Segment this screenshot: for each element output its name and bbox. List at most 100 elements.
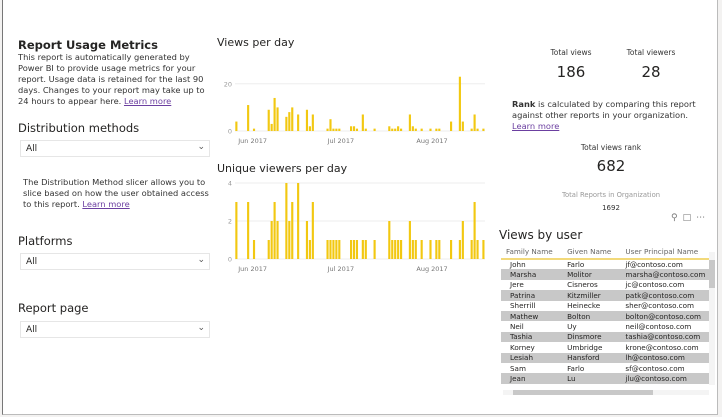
y-tick-label: 4: [228, 180, 232, 188]
bar: [420, 240, 423, 259]
report-page-label: Report page: [18, 301, 89, 315]
table-cell: Neil: [510, 322, 524, 332]
bar: [270, 123, 273, 131]
x-tick-label: Jun 2017: [237, 265, 267, 273]
x-tick-label: Jul 2017: [327, 137, 354, 145]
total-views-label: Total views: [550, 48, 592, 57]
bar: [361, 240, 364, 259]
bar: [458, 76, 461, 131]
table-cell: Farlo: [567, 260, 585, 270]
learn-more-link[interactable]: Learn more: [123, 96, 172, 106]
table-row[interactable]: Mathew Bolton bolton@contoso.com: [501, 310, 709, 322]
table-row[interactable]: Tashia Dinsmore tashia@contoso.com: [501, 331, 709, 343]
table-row[interactable]: Jere Cisneros jc@contoso.com: [501, 280, 709, 290]
bar: [414, 240, 417, 259]
bar: [458, 240, 461, 259]
viewers-chart-title: Unique viewers per day: [217, 162, 348, 175]
views-per-day-chart: 0 20 Jun 2017 Jul 2017 Aug 2017: [224, 76, 485, 145]
bar: [394, 128, 397, 131]
bar: [429, 128, 432, 131]
table-cell: Uy: [567, 322, 577, 332]
bar: [397, 240, 400, 259]
chevron-down-icon: ⌄: [197, 323, 205, 333]
bar: [297, 183, 300, 259]
column-header[interactable]: Family Name: [501, 245, 563, 260]
table-cell: Dinsmore: [562, 331, 621, 343]
bar: [311, 202, 314, 259]
table-row[interactable]: Marsha Molitor marsha@contoso.com: [501, 269, 709, 280]
bar: [291, 202, 294, 259]
bar: [308, 126, 311, 131]
column-header[interactable]: User Principal Name: [620, 245, 709, 260]
report-page-dropdown[interactable]: All ⌄: [20, 321, 210, 338]
table-row[interactable]: Patrina Kitzmiller patk@contoso.com: [501, 290, 709, 301]
table-row[interactable]: Neil Uy neil@contoso.com: [501, 321, 709, 331]
bar: [285, 183, 288, 259]
bar: [329, 240, 332, 259]
bar: [361, 114, 364, 131]
chevron-down-icon: ⌄: [197, 142, 205, 152]
bar: [435, 128, 438, 131]
table-cell: Mathew: [501, 310, 563, 322]
more-options-icon[interactable]: ⋯: [696, 213, 711, 223]
table-cell: Jean: [501, 373, 563, 384]
y-tick-label: 0: [228, 128, 232, 136]
bar: [235, 121, 238, 131]
total-views-value: 186: [556, 63, 586, 81]
table-cell: Lu: [562, 373, 621, 384]
table-row[interactable]: Korney Umbridge krone@contoso.com: [501, 342, 709, 352]
table-cell: sher@contoso.com: [625, 301, 695, 311]
bar: [473, 202, 476, 259]
bar: [461, 121, 464, 131]
bar: [414, 128, 417, 131]
table-cell: Hansford: [562, 352, 621, 363]
bar: [388, 221, 391, 259]
bar: [332, 128, 335, 131]
bar: [461, 221, 464, 259]
bar: [435, 240, 438, 259]
table-row[interactable]: Jean Lu jlu@contoso.com: [501, 373, 709, 384]
report-description: This report is automatically generated b…: [18, 52, 205, 106]
bar: [476, 240, 479, 259]
table-cell: lh@contoso.com: [620, 352, 709, 363]
table-cell: krone@contoso.com: [625, 342, 699, 352]
bar: [270, 221, 273, 259]
table-row[interactable]: Sherrill Heinecke sher@contoso.com: [501, 301, 709, 311]
table-cell: tashia@contoso.com: [620, 331, 709, 343]
bar: [247, 105, 250, 131]
learn-more-link[interactable]: Learn more: [82, 199, 130, 209]
focus-mode-icon[interactable]: □: [682, 213, 697, 223]
scroll-thumb[interactable]: [513, 390, 653, 395]
views-by-user-title: Views by user: [499, 228, 583, 242]
pin-icon[interactable]: ⚲: [671, 213, 683, 223]
bar: [338, 128, 341, 131]
platforms-dropdown[interactable]: All ⌄: [20, 253, 210, 270]
views-by-user-table: Family Name Given Name User Principal Name…: [501, 245, 709, 385]
vertical-scrollbar[interactable]: [709, 252, 715, 385]
bar: [473, 114, 476, 131]
learn-more-link[interactable]: Learn more: [512, 121, 560, 131]
column-header[interactable]: Given Name: [562, 245, 621, 260]
horizontal-scrollbar[interactable]: [503, 390, 709, 395]
table-row[interactable]: Sam Farlo sf@contoso.com: [501, 363, 709, 373]
distribution-methods-dropdown[interactable]: All ⌄: [20, 140, 210, 157]
table-cell: Kitzmiller: [562, 290, 621, 301]
table-cell: Cisneros: [567, 280, 598, 290]
table-row[interactable]: John Farlo jf@contoso.com: [501, 259, 709, 269]
scroll-thumb[interactable]: [709, 260, 715, 288]
table-cell: Molitor: [562, 269, 621, 280]
table-cell: Bolton: [562, 310, 621, 322]
table-row[interactable]: Lesiah Hansford lh@contoso.com: [501, 352, 709, 363]
bar: [438, 128, 441, 131]
bar: [235, 202, 238, 259]
table-cell: Lesiah: [501, 352, 563, 363]
bar: [350, 240, 353, 259]
table-cell: patk@contoso.com: [620, 290, 709, 301]
table-cell: Umbridge: [567, 342, 603, 352]
bar: [352, 240, 356, 259]
bar: [332, 240, 335, 259]
table-cell: Marsha: [501, 269, 563, 280]
table-cell: jc@contoso.com: [625, 280, 685, 290]
bar: [397, 126, 400, 131]
distribution-note: The Distribution Method slicer allows yo…: [23, 177, 209, 209]
